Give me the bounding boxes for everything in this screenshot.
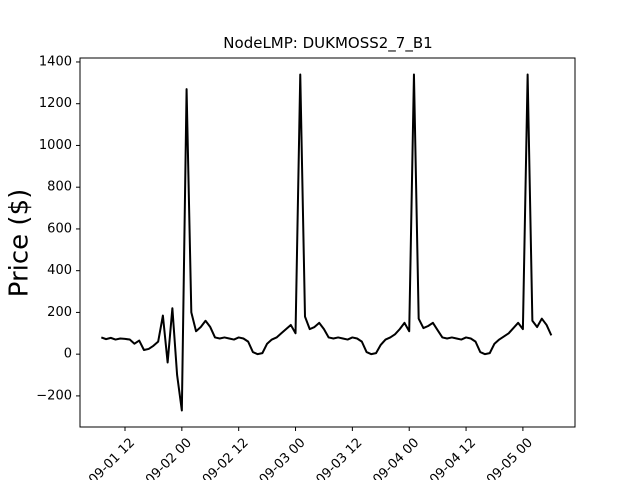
y-tick-label: 0 — [64, 347, 72, 362]
x-tick-label: 09-04 00 — [370, 435, 422, 480]
x-tick-label: 09-03 00 — [257, 435, 309, 480]
x-tick-label: 09-01 12 — [86, 435, 138, 480]
plot-frame — [79, 57, 576, 428]
y-tick-label: 1000 — [39, 138, 72, 153]
y-tick-label: 1200 — [39, 96, 72, 111]
x-tick-label: 09-03 12 — [313, 435, 365, 480]
x-tick-label: 09-02 00 — [143, 435, 195, 480]
x-tick-label: 09-04 12 — [427, 435, 479, 480]
x-tick-label: 09-05 00 — [484, 435, 536, 480]
y-tick-label: 400 — [47, 263, 72, 278]
y-tick-label: 800 — [47, 180, 72, 195]
x-tick-label: 09-02 12 — [200, 435, 252, 480]
y-tick-label: 1400 — [39, 54, 72, 69]
chart-title: NodeLMP: DUKMOSS2_7_B1 — [223, 34, 432, 53]
y-tick-label: −200 — [36, 388, 72, 403]
y-axis-label: Price ($) — [5, 189, 35, 298]
y-tick-label: 600 — [47, 221, 72, 236]
price-line — [100, 73, 553, 412]
y-tick-label: 200 — [47, 305, 72, 320]
